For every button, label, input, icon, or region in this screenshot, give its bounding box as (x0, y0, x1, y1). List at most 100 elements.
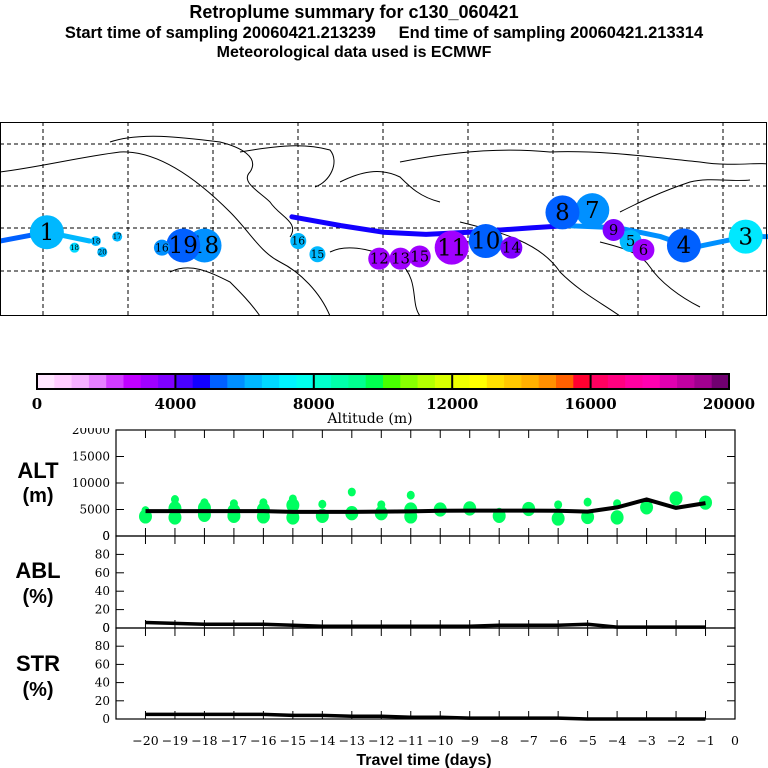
plume-marker: 13 (389, 247, 412, 270)
altitude-dot (551, 511, 565, 526)
plume-marker: 17 (112, 231, 123, 242)
altitude-dot (463, 501, 477, 516)
panel-frame (115, 627, 736, 720)
abl-axis-unit: (%) (22, 586, 53, 608)
x-tick-label: −18 (191, 733, 217, 748)
x-tick-label: −4 (608, 733, 626, 748)
plume-circle (500, 236, 523, 259)
plume-circle (97, 247, 108, 258)
plume-label: 15 (410, 247, 429, 265)
x-tick-label: −11 (398, 733, 424, 748)
panel-frame (115, 535, 736, 629)
plume-marker: 14 (500, 236, 523, 259)
colorbar-cell (642, 374, 661, 389)
colorbar-frame (36, 373, 730, 390)
plume-marker: 8 (545, 195, 580, 230)
coastline (599, 241, 701, 308)
y-tick-label: 0 (102, 712, 110, 726)
altitude-dot (170, 495, 179, 504)
colorbar-cell (175, 374, 194, 389)
x-tick-label: −2 (667, 733, 685, 748)
coastline (399, 149, 768, 165)
colorbar-tick-label: 0 (32, 395, 42, 413)
y-tick-label: 40 (95, 676, 110, 690)
x-tick-label: −10 (427, 733, 453, 748)
plume-circle (575, 193, 610, 228)
plume-label: 16 (155, 241, 169, 254)
colorbar-cell (504, 374, 522, 389)
plume-label: 11 (437, 235, 466, 261)
plume-label: 6 (639, 241, 648, 259)
y-tick-label: 0 (102, 529, 110, 543)
plume-label: 3 (738, 224, 753, 250)
x-tick-label: 0 (731, 733, 739, 748)
plume-circle (29, 215, 64, 250)
plume-label: 5 (626, 232, 635, 250)
altitude-dot (640, 500, 654, 515)
colorbar-cell (88, 374, 107, 389)
plume-marker: 4 (666, 228, 701, 263)
x-tick-label: −15 (280, 733, 306, 748)
plume-label: 16 (291, 235, 305, 248)
x-tick-label: −7 (519, 733, 537, 748)
chart-title: Retroplume summary for c130_060421 (189, 2, 519, 22)
y-tick-label: 80 (95, 547, 110, 561)
retroplume-map: 123456789101112131415181916151617182018 (0, 122, 768, 317)
plume-marker: 6 (632, 238, 655, 261)
plume-markers: 123456789101112131415181916151617182018 (29, 193, 763, 270)
coastline (109, 135, 293, 238)
colorbar-cell (469, 374, 488, 389)
x-tick-label: −5 (578, 733, 596, 748)
altitude-colorbar: 0 4000 8000 12000 16000 20000 Altitude (m) (32, 373, 755, 427)
plume-circle (602, 219, 625, 242)
sampling-times: Start time of sampling 20060421.213239 E… (64, 24, 704, 42)
colorbar-tick-label: 16000 (565, 395, 617, 413)
str-axis-title: STR (16, 651, 60, 676)
plume-marker: 9 (602, 219, 625, 242)
colorbar-cell (556, 374, 574, 389)
colorbar-cell (677, 374, 695, 389)
colorbar-tick-label: 8000 (293, 395, 335, 413)
plume-marker: 19 (166, 228, 201, 263)
y-tick-label: 40 (95, 584, 110, 598)
colorbar-cell (54, 374, 73, 389)
plume-marker: 16 (290, 233, 307, 250)
altitude-dot (669, 491, 683, 506)
altitude-dot (347, 487, 356, 497)
colorbar-cell (37, 374, 55, 389)
plume-marker: 10 (468, 224, 503, 259)
altitude-dot (406, 490, 415, 500)
colorbar-label: Altitude (m) (326, 411, 412, 427)
y-tick-label: 60 (95, 657, 110, 671)
plume-marker: 11 (434, 230, 469, 265)
colorbar-tick-label: 4000 (155, 395, 197, 413)
colorbar-cell (400, 374, 419, 389)
colorbar-cell (417, 374, 436, 389)
abl-panel: 0 20 40 60 80 0 (95, 529, 736, 635)
plume-circle (309, 246, 326, 263)
altitude-dot (583, 497, 592, 507)
colorbar-cell (210, 374, 228, 389)
x-tick-label: −8 (490, 733, 508, 748)
x-tick-label: −9 (460, 733, 478, 748)
colorbar-cell (348, 374, 367, 389)
series-line-abl (145, 620, 706, 629)
plume-circle (112, 231, 123, 242)
alt-panel: 0 5000 10000 15000 20000 (72, 428, 736, 543)
alt-axis-unit: (m) (22, 485, 53, 507)
plume-marker: 3 (728, 219, 763, 254)
coastline (239, 145, 335, 188)
y-tick-label: 10000 (72, 476, 110, 490)
plume-marker: 20 (97, 247, 108, 258)
altitude-dot (554, 500, 563, 510)
plume-label: 10 (471, 229, 500, 255)
plume-marker: 15 (309, 246, 326, 263)
y-tick-label: 60 (95, 566, 110, 580)
plume-circle (728, 219, 763, 254)
y-tick-label: 0 (102, 529, 110, 543)
colorbar-tick-label: 12000 (426, 395, 478, 413)
colorbar-cell (261, 374, 280, 389)
plume-circle (408, 245, 431, 268)
colorbar-cell (452, 374, 470, 389)
